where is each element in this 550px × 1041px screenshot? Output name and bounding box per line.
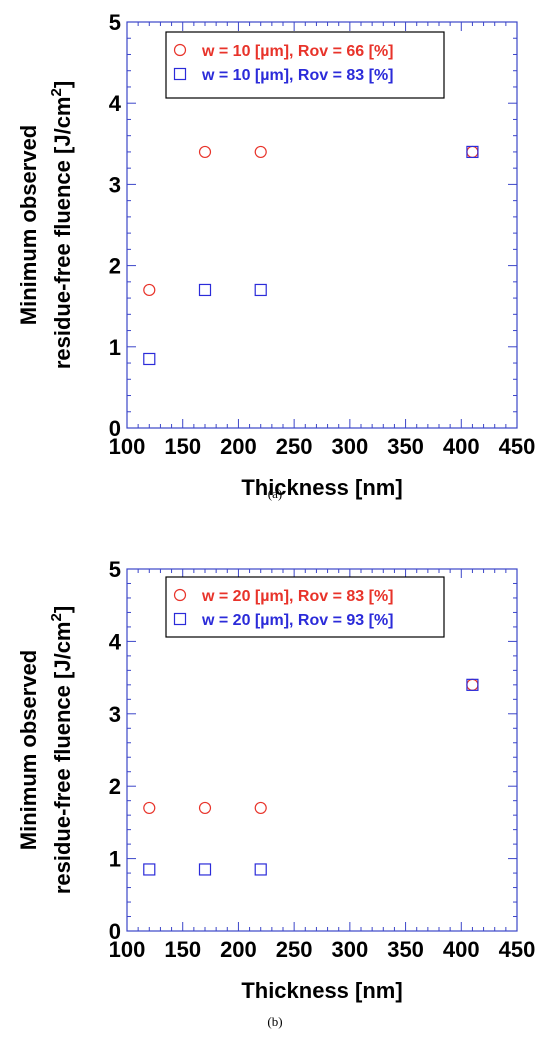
x-tick-label: 300: [331, 434, 368, 459]
y-tick-label: 3: [109, 702, 121, 727]
x-axis-title: Thickness [nm]: [241, 978, 402, 1003]
plot-frame: [126, 21, 518, 429]
x-tick-label: 350: [387, 937, 424, 962]
chart-panel-b: 100 150 200 250 300 350 400 450 0 1 2 3 4 5 Thickness …: [16, 557, 535, 1029]
x-tick-label: 200: [220, 434, 257, 459]
y-tick-label: 5: [109, 10, 121, 35]
x-tick-label: 100: [109, 434, 146, 459]
legend-marker-circle: [173, 43, 187, 57]
figure-caption: (b): [267, 1014, 282, 1029]
data-point-circle: [143, 283, 156, 297]
data-point-circle: [198, 801, 212, 815]
y-axis-title-close: ]: [50, 81, 75, 88]
y-tick-label: 0: [109, 919, 121, 944]
x-tick-label: 400: [443, 937, 480, 962]
y-axis-title-superscript: 2: [48, 613, 65, 621]
y-tick-label: 2: [109, 774, 121, 799]
legend-box: [165, 31, 445, 99]
y-axis-title-line1: Minimum observed: [16, 125, 41, 325]
x-tick-label: 400: [443, 434, 480, 459]
figure-caption: (a): [268, 486, 282, 501]
y-tick-label: 4: [109, 629, 122, 654]
legend-entry: w = 10 [µm], Rov = 66 [%]: [201, 43, 394, 60]
x-tick-label: 100: [109, 937, 146, 962]
chart-panel-a: 100 150 200 250 300 350 400 450 0 1 2 3 4 5 Thickness …: [16, 10, 535, 501]
x-tick-label: 450: [499, 937, 536, 962]
x-tick-label: 250: [276, 937, 313, 962]
y-axis-title-line2: residue-free fluence [J/cm2]: [48, 606, 75, 894]
y-tick-label: 2: [109, 254, 121, 279]
legend-box: [165, 576, 445, 638]
legend: w = 10 [µm], Rov = 66 [%] w = 10 [µm], Ro…: [165, 31, 445, 99]
data-point-square: [466, 678, 479, 691]
y-tick-label: 4: [109, 91, 122, 116]
legend-marker-square: [173, 612, 187, 626]
data-point-square: [198, 863, 212, 876]
x-tick-label: 150: [164, 937, 201, 962]
x-tick-label: 300: [331, 937, 368, 962]
y-axis-title-text: residue-free fluence [J/cm: [50, 97, 75, 370]
x-tick-label: 150: [164, 434, 201, 459]
data-point-circle: [143, 801, 156, 815]
data-point-circle: [198, 145, 212, 159]
legend-marker-circle: [173, 588, 187, 602]
y-axis-title-superscript: 2: [48, 88, 65, 96]
y-tick-label: 3: [109, 172, 121, 197]
x-tick-label: 250: [276, 434, 313, 459]
data-point-square: [466, 145, 479, 159]
data-point-circle: [466, 145, 479, 159]
x-tick-label: 350: [387, 434, 424, 459]
y-axis-title-text: residue-free fluence [J/cm: [50, 622, 75, 895]
legend-marker-square: [173, 67, 187, 81]
x-tick-label: 450: [499, 434, 536, 459]
data-point-circle: [466, 678, 479, 691]
y-tick-label: 0: [109, 416, 121, 441]
y-axis-title-close: ]: [50, 606, 75, 613]
y-tick-label: 5: [109, 557, 121, 582]
data-point-circle: [254, 145, 267, 159]
y-axis-title-line1: Minimum observed: [16, 650, 41, 850]
y-tick-label: 1: [109, 847, 121, 872]
data-point-square: [198, 283, 212, 297]
data-point-square: [254, 283, 267, 297]
legend: w = 20 [µm], Rov = 83 [%] w = 20 [µm], Ro…: [165, 576, 445, 638]
y-tick-label: 1: [109, 335, 121, 360]
data-point-square: [254, 863, 267, 876]
legend-entry: w = 20 [µm], Rov = 93 [%]: [201, 612, 394, 629]
x-tick-label: 200: [220, 937, 257, 962]
data-point-circle: [254, 801, 267, 815]
y-axis-title-line2: residue-free fluence [J/cm2]: [48, 81, 75, 369]
legend-entry: w = 10 [µm], Rov = 83 [%]: [201, 67, 394, 84]
x-axis-title: Thickness [nm]: [241, 475, 402, 500]
plot-frame: [126, 568, 518, 932]
data-point-square: [143, 352, 156, 366]
data-point-square: [143, 863, 156, 876]
legend-entry: w = 20 [µm], Rov = 83 [%]: [201, 588, 394, 605]
